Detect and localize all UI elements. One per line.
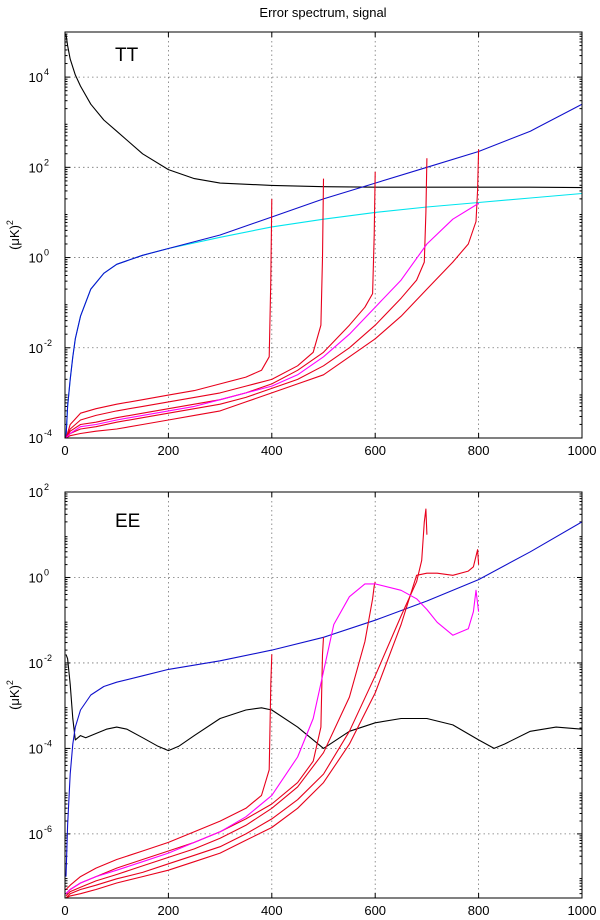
y-tick-exponent: 2 <box>44 482 49 492</box>
x-tick-label: 1000 <box>568 443 597 458</box>
y-tick-label: 10 <box>29 70 43 85</box>
x-tick-label: 0 <box>61 443 68 458</box>
y-tick-exponent: 4 <box>44 67 49 77</box>
y-tick-label: 10 <box>29 431 43 446</box>
series-line-red-700 <box>65 158 428 438</box>
series-line-red-800 <box>65 149 480 438</box>
y-tick-label: 10 <box>29 741 43 756</box>
y-tick-label: 10 <box>29 485 43 500</box>
x-tick-label: 200 <box>158 443 180 458</box>
x-tick-label: 400 <box>261 443 283 458</box>
series-group <box>65 34 582 438</box>
y-axis-title: (μK)2 <box>5 220 22 250</box>
figure-title: Error spectrum, signal <box>259 5 386 20</box>
y-tick-label: 10 <box>29 827 43 842</box>
series-line-blue <box>65 521 582 877</box>
y-tick-label: 10 <box>29 656 43 671</box>
y-tick-exponent: -2 <box>44 653 52 663</box>
x-tick-label: 600 <box>364 903 386 918</box>
y-tick-exponent: -6 <box>44 824 52 834</box>
series-line-magenta <box>65 583 480 895</box>
series-line-red-500 <box>65 178 325 438</box>
y-tick-label: 10 <box>29 570 43 585</box>
x-tick-label: 400 <box>261 903 283 918</box>
series-line-red-600 <box>65 171 376 438</box>
plot-frame <box>64 491 583 899</box>
x-tick-label: 0 <box>61 903 68 918</box>
x-tick-label: 800 <box>468 903 490 918</box>
y-tick-label: 10 <box>29 341 43 356</box>
y-tick-exponent: 2 <box>44 157 49 167</box>
series-line-black <box>65 654 582 752</box>
y-tick-label: 10 <box>29 251 43 266</box>
series-group <box>65 508 582 898</box>
series-line-magenta <box>65 202 479 438</box>
series-line-red-400 <box>65 198 273 438</box>
series-line-red-700 <box>65 508 428 898</box>
series-line-black <box>65 34 582 189</box>
y-tick-label: 10 <box>29 160 43 175</box>
plot-frame <box>64 31 583 439</box>
y-tick-exponent: -4 <box>44 428 52 438</box>
y-tick-exponent: -4 <box>44 738 52 748</box>
x-tick-label: 1000 <box>568 903 597 918</box>
x-tick-label: 200 <box>158 903 180 918</box>
y-tick-exponent: 0 <box>44 567 49 577</box>
y-tick-exponent: 0 <box>44 248 49 258</box>
series-line-cyan <box>65 192 582 438</box>
x-tick-label: 600 <box>364 443 386 458</box>
panel-label: TT <box>115 45 139 66</box>
series-line-red-600 <box>65 581 376 897</box>
x-tick-label: 800 <box>468 443 490 458</box>
series-line-red-800 <box>65 549 480 898</box>
y-axis-title: (μK)2 <box>5 680 22 710</box>
panel-label: EE <box>115 511 140 532</box>
series-line-red-400 <box>65 654 273 890</box>
y-tick-exponent: -2 <box>44 338 52 348</box>
